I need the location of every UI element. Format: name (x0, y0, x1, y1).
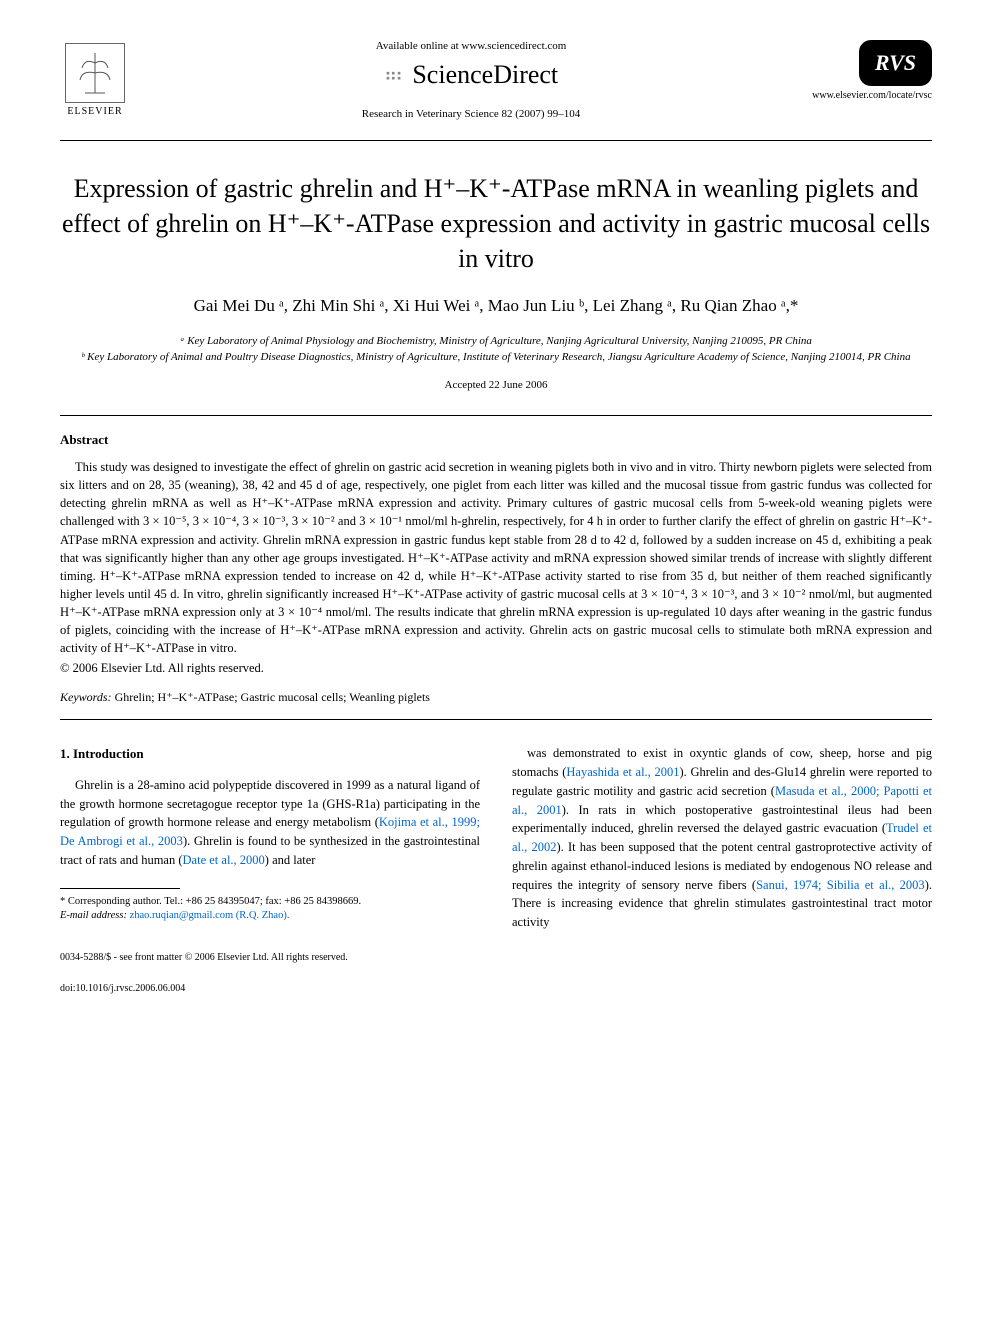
header-rule (60, 140, 932, 141)
intro-text: ). In rats in which postoperative gastro… (512, 803, 932, 836)
right-column: was demonstrated to exist in oxyntic gla… (512, 744, 932, 932)
elsevier-logo: ELSEVIER (60, 40, 130, 120)
affiliation-b: ᵇ Key Laboratory of Animal and Poultry D… (60, 350, 932, 365)
email-footnote: E-mail address: zhao.ruqian@gmail.com (R… (60, 909, 480, 924)
keywords-value: Ghrelin; H⁺–K⁺-ATPase; Gastric mucosal c… (112, 690, 430, 704)
affiliation-a: ᵃ Key Laboratory of Animal Physiology an… (60, 334, 932, 349)
sciencedirect-icon: ⠶⠆ (384, 65, 406, 86)
affiliations: ᵃ Key Laboratory of Animal Physiology an… (60, 334, 932, 365)
left-column: 1. Introduction Ghrelin is a 28-amino ac… (60, 744, 480, 932)
footer-issn: 0034-5288/$ - see front matter © 2006 El… (60, 952, 932, 963)
intro-text: ) and later (265, 853, 316, 867)
keywords-label: Keywords: (60, 690, 112, 704)
abstract-heading: Abstract (60, 432, 932, 448)
article-title: Expression of gastric ghrelin and H⁺–K⁺-… (60, 171, 932, 276)
intro-paragraph-left: Ghrelin is a 28-amino acid polypeptide d… (60, 776, 480, 870)
elsevier-label: ELSEVIER (67, 106, 122, 117)
citation-link[interactable]: Hayashida et al., 2001 (566, 765, 679, 779)
authors-line: Gai Mei Du ᵃ, Zhi Min Shi ᵃ, Xi Hui Wei … (60, 296, 932, 316)
journal-reference: Research in Veterinary Science 82 (2007)… (130, 108, 812, 120)
email-link[interactable]: zhao.ruqian@gmail.com (R.Q. Zhao). (127, 910, 289, 921)
introduction-heading: 1. Introduction (60, 744, 480, 764)
citation-link[interactable]: Sanui, 1974; Sibilia et al., 2003 (756, 878, 925, 892)
abstract-text: This study was designed to investigate t… (60, 458, 932, 657)
corresponding-author-footnote: * Corresponding author. Tel.: +86 25 843… (60, 895, 480, 910)
footnote-separator (60, 888, 180, 889)
accepted-date: Accepted 22 June 2006 (60, 379, 932, 391)
center-header: Available online at www.sciencedirect.co… (130, 40, 812, 120)
header-row: ELSEVIER Available online at www.science… (60, 40, 932, 120)
keywords-line: Keywords: Ghrelin; H⁺–K⁺-ATPase; Gastric… (60, 690, 932, 705)
copyright-line: © 2006 Elsevier Ltd. All rights reserved… (60, 661, 932, 676)
rvs-badge: RVS (859, 40, 932, 86)
available-online-text: Available online at www.sciencedirect.co… (130, 40, 812, 52)
email-label: E-mail address: (60, 910, 127, 921)
journal-url: www.elsevier.com/locate/rvsc (812, 90, 932, 101)
footer-doi: doi:10.1016/j.rvsc.2006.06.004 (60, 983, 932, 994)
intro-paragraph-right: was demonstrated to exist in oxyntic gla… (512, 744, 932, 932)
sciencedirect-logo: ⠶⠆ ScienceDirect (384, 60, 558, 90)
abstract-top-rule (60, 415, 932, 416)
abstract-bottom-rule (60, 719, 932, 720)
right-header: RVS www.elsevier.com/locate/rvsc (812, 40, 932, 101)
elsevier-tree-icon (65, 43, 125, 103)
body-columns: 1. Introduction Ghrelin is a 28-amino ac… (60, 744, 932, 932)
sciencedirect-text: ScienceDirect (412, 60, 558, 90)
citation-link[interactable]: Date et al., 2000 (183, 853, 265, 867)
